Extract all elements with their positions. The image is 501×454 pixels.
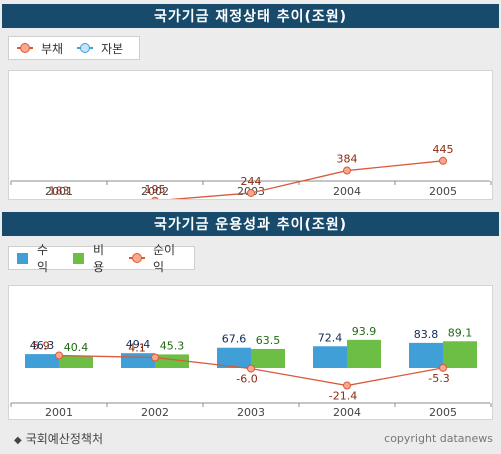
- copyright: copyright datanews: [384, 432, 493, 445]
- legend-cost-label: 비용: [92, 243, 105, 274]
- point-debt-2005: [439, 156, 447, 165]
- legend-revenue-label: 수익: [36, 243, 49, 274]
- point-net-income-2001: [55, 351, 63, 360]
- legend-capital-marker-icon: [77, 43, 94, 53]
- point-net-income-2003: [247, 364, 255, 373]
- data-label-debt-2004: 384: [337, 153, 358, 166]
- bar-cost-2005: [443, 341, 477, 368]
- point-net-income-2002: [151, 353, 159, 362]
- data-label-revenue-2005: 83.8: [414, 328, 439, 341]
- source-note: ◆ 국회예산정책처: [14, 430, 103, 447]
- bar-cost-2003: [251, 348, 285, 368]
- chart1-legend: 부채 자본: [8, 36, 140, 60]
- x-tick-label-2005: 2005: [429, 185, 457, 198]
- legend-net-income-label: 순이익: [152, 243, 176, 274]
- point-debt-2003: [247, 188, 255, 197]
- chart2-panel: 2001 2002 2003 2004 2005 46.3 40.4 49.4 45.3 67.6…: [8, 285, 493, 420]
- x-tick-label-2004: 2004: [333, 185, 361, 198]
- legend-revenue-swatch-icon: [17, 252, 28, 264]
- legend-item-cost[interactable]: 비용: [73, 241, 115, 275]
- chart2-plot: 2001 2002 2003 2004 2005 46.3 40.4 49.4 45.3 67.6…: [10, 325, 492, 419]
- bar-cost-2001: [59, 355, 93, 368]
- data-label-revenue-2003: 67.6: [222, 333, 247, 346]
- bar-revenue-2002: [121, 353, 155, 368]
- data-label-cost-2004: 93.9: [352, 325, 377, 338]
- chart2-legend: 수익 비용 순이익: [8, 243, 195, 274]
- x-tick-label-2003: 2003: [237, 406, 265, 419]
- chart2-title: 국가기금 운용성과 추이(조원): [2, 212, 499, 236]
- data-label-cost-2001: 40.4: [64, 341, 89, 354]
- bar-cost-2004: [347, 339, 381, 368]
- data-label-cost-2002: 45.3: [160, 339, 185, 352]
- legend-item-debt[interactable]: 부채: [17, 40, 63, 57]
- bar-revenue-2001: [25, 354, 59, 368]
- chart1-plot: 2001200220032004200518319524438444584124…: [10, 143, 492, 235]
- x-tick-label-2005: 2005: [429, 406, 457, 419]
- legend-debt-label: 부채: [41, 41, 64, 56]
- legend-item-capital[interactable]: 자본: [77, 40, 123, 57]
- point-net-income-2004: [343, 381, 351, 390]
- chart1-panel: 2001200220032004200518319524438444584124…: [8, 70, 493, 235]
- data-label-revenue-2004: 72.4: [318, 331, 343, 344]
- diamond-icon: ◆: [14, 435, 22, 446]
- bar-cost-2002: [155, 354, 189, 368]
- legend-item-revenue[interactable]: 수익: [17, 241, 59, 275]
- data-label-revenue-2002: 49.4: [126, 338, 151, 351]
- legend-capital-label: 자본: [101, 41, 124, 56]
- x-tick-label-2004: 2004: [333, 406, 361, 419]
- data-label-net-income-2002: 4.1: [128, 341, 146, 354]
- data-label-net-income-2003: -6.0: [236, 373, 257, 386]
- data-label-net-income-2005: -5.3: [428, 372, 449, 385]
- data-label-debt-2002: 195: [145, 183, 166, 196]
- source-label: 국회예산정책처: [25, 432, 103, 446]
- data-label-revenue-2001: 46.3: [30, 339, 55, 352]
- data-label-cost-2003: 63.5: [256, 334, 281, 347]
- x-tick-label-2002: 2002: [141, 185, 169, 198]
- x-tick-label-2002: 2002: [141, 406, 169, 419]
- data-label-debt-2001: 183: [49, 185, 70, 198]
- x-tick-label-2001: 2001: [45, 185, 73, 198]
- bar-revenue-2005: [409, 342, 443, 368]
- point-debt-2004: [343, 166, 351, 175]
- data-label-debt-2003: 244: [241, 175, 262, 188]
- data-label-net-income-2001: 5.9: [32, 340, 50, 353]
- legend-item-net-income[interactable]: 순이익: [129, 241, 186, 275]
- data-label-debt-2005: 445: [433, 143, 454, 156]
- bar-revenue-2004: [313, 346, 347, 368]
- chart1-title: 국가기금 재정상태 추이(조원): [2, 4, 499, 28]
- data-label-cost-2005: 89.1: [448, 326, 473, 339]
- legend-net-income-marker-icon: [129, 253, 145, 263]
- legend-cost-swatch-icon: [73, 252, 84, 264]
- legend-debt-marker-icon: [17, 43, 33, 53]
- x-tick-label-2001: 2001: [45, 406, 73, 419]
- data-label-net-income-2004: -21.4: [329, 390, 357, 403]
- point-net-income-2005: [439, 363, 447, 372]
- bar-revenue-2003: [217, 347, 251, 368]
